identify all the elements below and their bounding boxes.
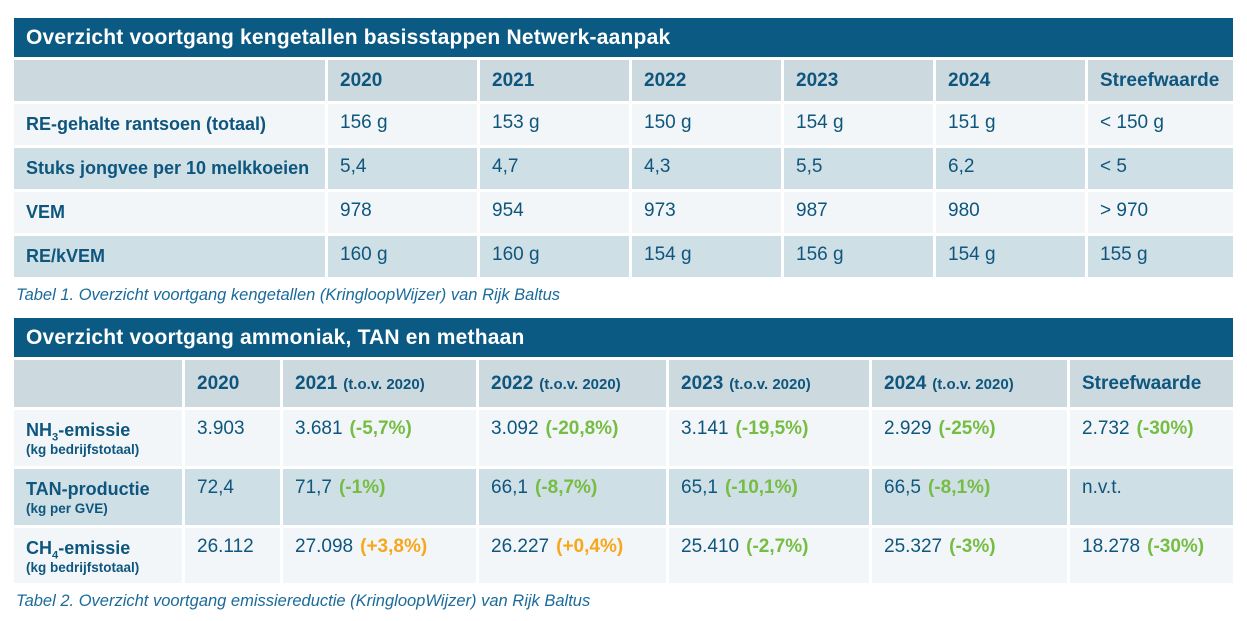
delta-badge: (-19,5%) [735, 418, 809, 439]
table2-value-cell: 26.112 [185, 527, 280, 584]
table1-value-cell: 154 g [784, 104, 933, 145]
table1-header-2020: 2020 [328, 60, 477, 101]
table2-target-cell: 2.732 (-30%) [1070, 410, 1233, 466]
table2-row-label-tan: TAN-productie (kg per GVE) [14, 468, 182, 525]
table1-row-label: VEM [14, 192, 325, 233]
table2-header-2021: 2021 (t.o.v. 2020) [283, 360, 476, 407]
table2-row-unit: (kg bedrijfstotaal) [26, 559, 140, 575]
table1-target-cell: < 5 [1088, 148, 1233, 189]
table1-value-cell: 156 g [784, 236, 933, 277]
table1-value-cell: 151 g [936, 104, 1085, 145]
table1-value-cell: 4,3 [632, 148, 781, 189]
delta-badge: (+0,4%) [556, 535, 624, 557]
table2-target-cell: n.v.t. [1070, 468, 1233, 525]
table1-header-2021: 2021 [480, 60, 629, 101]
table2-value-cell: 71,7 (-1%) [283, 468, 476, 525]
delta-badge: (-30%) [1147, 535, 1205, 557]
delta-badge: (-25%) [938, 418, 996, 439]
table1-value-cell: 954 [480, 192, 629, 233]
table1-header-streefwaarde: Streefwaarde [1088, 60, 1233, 101]
table2-row-unit: (kg per GVE) [26, 501, 108, 517]
table2-value-cell: 27.098 (+3,8%) [283, 527, 476, 584]
table1-kengetallen: Overzicht voortgang kengetallen basissta… [14, 18, 1233, 305]
delta-badge: (-8,7%) [534, 476, 598, 498]
delta-badge: (-2,7%) [746, 535, 809, 557]
delta-badge: (-3%) [949, 535, 996, 557]
table2-value-cell: 26.227 (+0,4%) [479, 527, 666, 584]
table1-value-cell: 6,2 [936, 148, 1085, 189]
table2-grid: 2020 2021 (t.o.v. 2020) 2022 (t.o.v. 2020)… [14, 360, 1233, 584]
table1-header-2022: 2022 [632, 60, 781, 101]
table1-header-empty [14, 60, 325, 101]
table2-header-empty [14, 360, 182, 407]
table1-value-cell: 160 g [328, 236, 477, 277]
table1-target-cell: > 970 [1088, 192, 1233, 233]
table1-header-2024: 2024 [936, 60, 1085, 101]
table2-title: Overzicht voortgang ammoniak, TAN en met… [26, 325, 525, 349]
delta-badge: (-8,1%) [927, 476, 991, 498]
table1-row-label: RE-gehalte rantsoen (totaal) [14, 104, 325, 145]
table1-value-cell: 5,5 [784, 148, 933, 189]
table1-value-cell: 973 [632, 192, 781, 233]
table2-header-streefwaarde: Streefwaarde [1070, 360, 1233, 407]
table2-target-cell: 18.278 (-30%) [1070, 527, 1233, 584]
table2-value-cell: 3.903 [185, 410, 280, 466]
table1-row-label: Stuks jongvee per 10 melkkoeien [14, 148, 325, 189]
table1-caption: Tabel 1. Overzicht voortgang kengetallen… [16, 286, 561, 304]
table2-header-2024: 2024 (t.o.v. 2020) [872, 360, 1067, 407]
table2-value-cell: 25.410 (-2,7%) [669, 527, 869, 584]
delta-badge: (-1%) [338, 476, 386, 498]
delta-badge: (-20,8%) [545, 418, 619, 439]
table1-value-cell: 160 g [480, 236, 629, 277]
table2-title-bar: Overzicht voortgang ammoniak, TAN en met… [14, 318, 1233, 357]
table2-emissies: Overzicht voortgang ammoniak, TAN en met… [14, 318, 1233, 611]
table1-value-cell: 980 [936, 192, 1085, 233]
table1-grid: 2020 2021 2022 2023 2024 Streefwaarde RE… [14, 60, 1233, 277]
table2-value-cell: 3.092 (-20,8%) [479, 410, 666, 466]
table1-value-cell: 5,4 [328, 148, 477, 189]
table2-value-cell: 2.929 (-25%) [872, 410, 1067, 466]
table2-value-cell: 3.141 (-19,5%) [669, 410, 869, 466]
table1-target-cell: 155 g [1088, 236, 1233, 277]
table2-row-unit: (kg bedrijfstotaal) [26, 442, 140, 458]
table2-value-cell: 3.681 (-5,7%) [283, 410, 476, 466]
table1-title: Overzicht voortgang kengetallen basissta… [26, 25, 671, 49]
delta-badge: (+3,8%) [360, 535, 428, 557]
table1-value-cell: 4,7 [480, 148, 629, 189]
table2-caption: Tabel 2. Overzicht voortgang emissieredu… [16, 592, 591, 611]
table1-value-cell: 150 g [632, 104, 781, 145]
table2-value-cell: 66,5 (-8,1%) [872, 468, 1067, 525]
delta-badge: (-10,1%) [724, 476, 798, 498]
table1-value-cell: 153 g [480, 104, 629, 145]
table1-value-cell: 156 g [328, 104, 477, 145]
table2-header-2020: 2020 [185, 360, 280, 407]
table1-value-cell: 978 [328, 192, 477, 233]
table2-row-label-ch4: CH4-emissie (kg bedrijfstotaal) [14, 527, 182, 584]
table2-value-cell: 25.327 (-3%) [872, 527, 1067, 584]
table2-row-label-nh3: NH3-emissie (kg bedrijfstotaal) [14, 410, 182, 466]
delta-badge: (-30%) [1136, 418, 1194, 439]
table1-target-cell: < 150 g [1088, 104, 1233, 145]
delta-badge: (-5,7%) [349, 418, 412, 439]
table2-value-cell: 65,1 (-10,1%) [669, 468, 869, 525]
table1-value-cell: 987 [784, 192, 933, 233]
table1-value-cell: 154 g [632, 236, 781, 277]
table1-title-bar: Overzicht voortgang kengetallen basissta… [14, 18, 1233, 57]
table2-header-2023: 2023 (t.o.v. 2020) [669, 360, 869, 407]
table2-header-2022: 2022 (t.o.v. 2020) [479, 360, 666, 407]
table1-header-2023: 2023 [784, 60, 933, 101]
table2-value-cell: 66,1 (-8,7%) [479, 468, 666, 525]
table1-value-cell: 154 g [936, 236, 1085, 277]
table2-value-cell: 72,4 [185, 468, 280, 525]
table1-row-label: RE/kVEM [14, 236, 325, 277]
